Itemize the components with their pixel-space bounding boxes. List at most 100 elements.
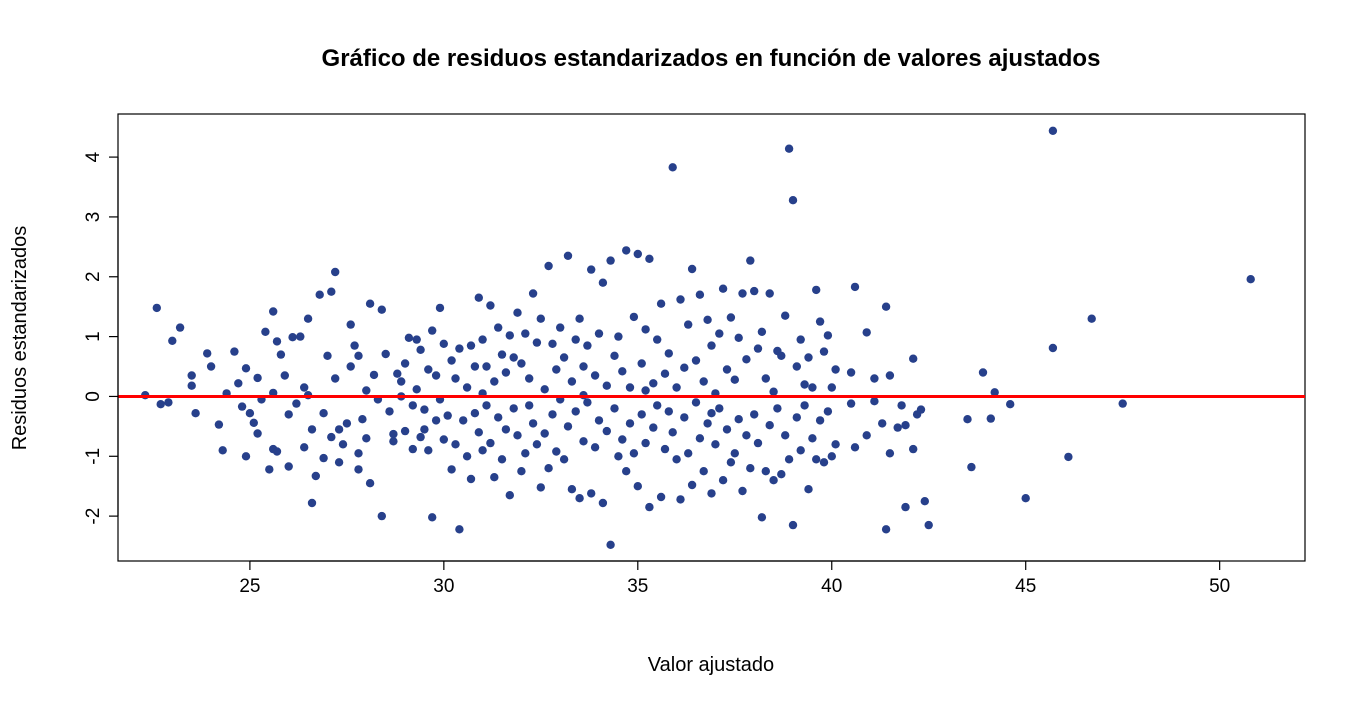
data-point xyxy=(377,305,386,314)
data-point xyxy=(750,286,759,296)
data-point xyxy=(1048,343,1058,353)
data-point xyxy=(656,299,666,308)
data-point xyxy=(641,386,650,395)
data-point xyxy=(532,338,542,347)
data-point xyxy=(509,353,518,362)
data-point xyxy=(738,289,747,298)
data-point xyxy=(494,413,503,422)
data-point xyxy=(846,368,856,377)
data-point xyxy=(897,401,906,410)
data-point xyxy=(645,502,654,512)
data-point xyxy=(559,353,569,362)
data-point xyxy=(505,491,514,500)
data-point xyxy=(687,264,697,274)
data-point xyxy=(734,333,743,342)
data-point xyxy=(726,458,736,467)
data-point xyxy=(1087,314,1096,323)
data-point xyxy=(769,387,778,396)
data-point xyxy=(1048,126,1058,135)
data-point xyxy=(486,301,495,310)
data-point xyxy=(753,438,763,448)
x-axis-label: Valor ajustado xyxy=(648,654,774,676)
data-point xyxy=(253,373,262,383)
data-point xyxy=(812,285,821,295)
data-point xyxy=(680,413,689,422)
data-point xyxy=(191,409,200,418)
data-point xyxy=(389,437,398,446)
data-point xyxy=(393,369,402,378)
data-point xyxy=(218,446,227,455)
data-point xyxy=(668,428,677,437)
data-point xyxy=(695,290,705,299)
data-point xyxy=(781,431,790,440)
data-point xyxy=(808,434,817,443)
data-point xyxy=(784,455,794,464)
data-point xyxy=(416,345,425,354)
data-point xyxy=(808,383,817,392)
data-point xyxy=(327,432,336,442)
data-point xyxy=(583,341,592,350)
y-tick-label: -1 xyxy=(83,448,104,465)
data-point xyxy=(587,265,596,274)
data-point xyxy=(812,455,821,464)
data-point xyxy=(563,251,573,260)
data-point xyxy=(765,289,774,298)
data-point xyxy=(602,381,611,390)
data-point xyxy=(718,476,728,485)
data-point xyxy=(272,337,282,346)
data-point xyxy=(505,331,514,340)
data-point xyxy=(715,404,724,413)
data-point xyxy=(365,479,375,488)
data-point xyxy=(338,440,348,449)
data-point xyxy=(567,485,577,494)
data-point xyxy=(606,256,615,265)
data-point xyxy=(676,295,685,304)
data-point xyxy=(583,398,592,407)
data-point xyxy=(319,453,328,463)
data-point xyxy=(715,329,724,338)
data-point xyxy=(435,303,445,313)
data-point xyxy=(730,375,739,384)
data-point xyxy=(1021,494,1030,503)
y-tick-label: 1 xyxy=(83,331,104,342)
data-point xyxy=(1246,275,1255,284)
data-point xyxy=(963,415,972,424)
x-tick-label: 45 xyxy=(1015,576,1036,597)
data-point xyxy=(470,409,480,418)
data-point xyxy=(1064,452,1073,462)
data-point xyxy=(610,351,619,360)
data-point xyxy=(796,335,805,344)
data-point xyxy=(354,465,363,474)
data-point xyxy=(319,409,328,418)
data-point xyxy=(788,196,798,205)
data-point xyxy=(400,426,410,436)
data-point xyxy=(664,349,673,358)
data-point xyxy=(614,452,623,461)
data-point xyxy=(916,405,926,414)
data-point xyxy=(525,401,534,410)
data-point xyxy=(579,362,588,371)
data-point xyxy=(439,435,448,444)
data-point xyxy=(431,371,441,380)
data-point xyxy=(614,332,623,341)
data-point xyxy=(653,335,662,344)
data-point xyxy=(315,290,324,299)
data-point xyxy=(711,440,720,449)
data-point xyxy=(978,368,988,377)
data-point xyxy=(703,419,712,428)
data-point xyxy=(408,444,417,454)
data-point xyxy=(249,418,258,427)
data-point xyxy=(742,431,751,440)
data-point xyxy=(823,331,833,340)
data-point xyxy=(552,365,561,374)
data-point xyxy=(544,261,553,271)
data-point xyxy=(870,397,879,406)
data-point xyxy=(237,402,247,411)
data-point xyxy=(521,449,530,458)
data-point xyxy=(901,502,910,512)
data-point xyxy=(497,350,507,359)
data-point xyxy=(439,339,448,348)
data-point xyxy=(598,278,608,287)
y-axis: -2 -1 0 1 2 3 4 xyxy=(83,151,119,525)
data-point xyxy=(742,355,751,364)
